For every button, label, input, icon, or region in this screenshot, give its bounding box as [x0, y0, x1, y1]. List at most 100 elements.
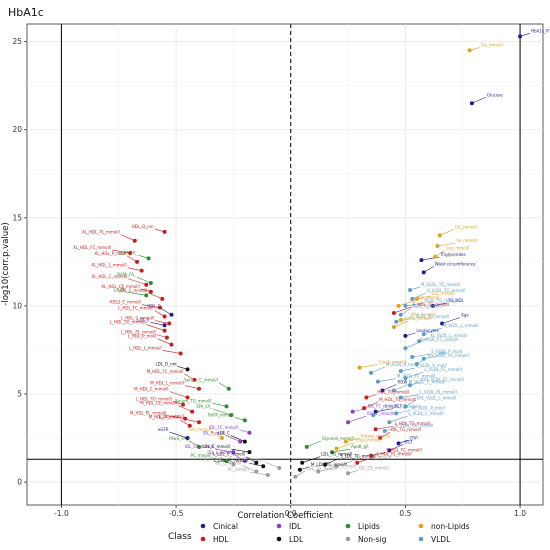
point-label: M_HDL_C_mmol/l — [134, 387, 168, 392]
point-label: Ile_mmol/l — [457, 238, 478, 243]
data-point — [407, 383, 412, 388]
point-label: IDL_CE_mmol/l — [359, 465, 389, 470]
label-connector — [318, 468, 333, 472]
data-point — [148, 281, 153, 285]
data-point — [403, 303, 408, 308]
data-point — [403, 404, 408, 409]
data-point — [387, 420, 392, 425]
data-point — [343, 439, 348, 444]
data-point — [192, 377, 197, 382]
point-label: LDL_C — [218, 431, 231, 436]
data-point — [316, 469, 321, 474]
data-point — [396, 441, 401, 446]
legend-entry: Cinical — [213, 522, 238, 531]
point-label: Waist circumference — [435, 261, 476, 266]
y-tick-label: 10 — [12, 301, 22, 310]
label-connector — [331, 448, 351, 453]
label-connector — [169, 431, 188, 439]
point-label: L_VLDL_PL_mmol/l — [420, 390, 457, 395]
data-point — [391, 310, 396, 315]
label-connectors — [112, 33, 531, 478]
label-connector — [375, 425, 394, 430]
point-label: M_HDL_PL_mmol/l — [130, 411, 166, 416]
data-points — [128, 34, 523, 479]
legend-swatch — [418, 523, 424, 529]
point-label: Glycerol_mmol/l — [322, 436, 354, 441]
point-labels: HbA1c_IFCC Glucose Triglycerides Waist circ… — [73, 28, 550, 472]
data-point — [437, 233, 442, 238]
data-point — [231, 462, 236, 467]
label-connector — [128, 278, 147, 286]
point-label: LA_mmol/l — [202, 456, 223, 461]
data-point — [197, 420, 201, 425]
point-label: L_VLDL_TG_mmol/l — [411, 314, 449, 319]
label-connector — [336, 442, 355, 449]
data-point — [394, 319, 399, 324]
point-label: M_HDL_CE_mmol/l — [140, 401, 177, 406]
label-connector — [215, 448, 234, 453]
point-label: Leukocytes — [416, 328, 438, 333]
point-label: Serum_TG_mmol/l — [175, 398, 211, 403]
label-connector — [347, 415, 367, 423]
point-label: Glc_mmol/l — [455, 224, 477, 229]
point-label: L_HDL_TG_mmol/l — [395, 421, 431, 426]
point-label: XL_HDL_L_mmol/l — [91, 263, 126, 268]
point-label: S_HDL_TG_mmol/l — [413, 302, 449, 307]
point-label: XL_HDL_PL_mmol/l — [82, 230, 120, 235]
point-label: M_VLDL_C_mmol/l — [409, 379, 445, 384]
point-label: TotFA_mmol/l — [207, 412, 234, 417]
data-point — [421, 270, 426, 275]
point-label: L_VLDL_CE_mmol/l — [396, 423, 434, 428]
data-point — [261, 464, 266, 469]
label-connector — [242, 465, 257, 472]
point-label: S_LDL_TG_mmol/l — [356, 455, 391, 460]
data-point — [183, 416, 188, 421]
data-point — [357, 365, 362, 370]
point-label: S_VLDL_C_mmol/l — [384, 404, 419, 409]
point-label: XXL_VLDL_FC_mmol/l — [421, 377, 464, 382]
point-label: L_VLDL_P_mol/l — [416, 363, 447, 368]
point-label: BMI — [439, 351, 446, 356]
point-label: L_HDL_FC_mmol/l — [118, 305, 153, 310]
data-point — [224, 458, 229, 463]
data-point — [300, 460, 305, 465]
point-label: L_HDL_CE_mmol/l — [110, 320, 146, 325]
data-point — [371, 413, 376, 418]
point-label: HDL_TG_mmol/l — [377, 390, 409, 395]
label-connector — [437, 242, 456, 247]
point-label: S_LDL_TG_mmol/l — [340, 453, 375, 458]
point-label: HDL2_C_mmol/l — [110, 300, 141, 305]
data-point — [162, 328, 167, 333]
data-point — [421, 356, 426, 361]
point-label: IDL_P_mol/l — [202, 431, 225, 436]
point-label: L_HDL_PL_mmol/l — [121, 330, 156, 335]
data-point — [190, 409, 195, 414]
point-label: Leu_mmol/l — [446, 246, 469, 251]
data-point — [330, 450, 335, 455]
data-point — [132, 238, 137, 243]
y-tick-label: 5 — [17, 390, 22, 399]
label-connector — [396, 410, 411, 414]
axes: -1.0 -0.5 0.0 0.5 1.0 0 5 10 15 20 25 — [12, 37, 526, 518]
label-connector — [396, 318, 411, 323]
data-point — [518, 34, 523, 39]
legend-swatch — [418, 536, 424, 542]
point-label: XL_VLDL_L_mmol/l — [430, 333, 467, 338]
point-label: L_HDL_L_mmol/l — [129, 345, 162, 350]
point-label: M_VLDL_L_mmol/l — [443, 323, 479, 328]
point-label: HbA1c_IFCC — [531, 28, 550, 33]
point-label: Gln_mmol/l — [188, 427, 211, 432]
legend: Class Cinical HDL IDL LDL Lipids Non-sig non-L… — [168, 522, 470, 544]
data-point — [158, 305, 163, 310]
data-point — [242, 439, 247, 444]
label-connector — [306, 440, 321, 448]
label-connector — [325, 458, 340, 465]
data-point — [369, 453, 373, 458]
data-point — [197, 444, 201, 449]
point-label: PUFA_FA_ — [117, 272, 137, 277]
legend-swatch — [345, 536, 351, 542]
point-label: LDL_TG_mmol/l — [306, 466, 337, 471]
y-tick-label: 20 — [12, 125, 22, 134]
data-point — [162, 323, 167, 328]
data-point — [229, 413, 234, 418]
